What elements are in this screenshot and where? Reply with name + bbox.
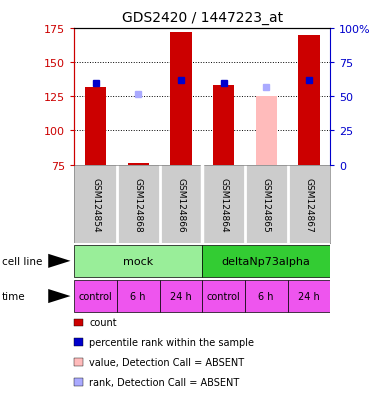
- Bar: [202, 280, 245, 312]
- Bar: [160, 280, 202, 312]
- Text: 24 h: 24 h: [170, 291, 192, 301]
- Bar: [128, 164, 149, 165]
- Text: GSM124854: GSM124854: [91, 177, 100, 232]
- Bar: [202, 245, 330, 277]
- Bar: [74, 280, 117, 312]
- Bar: [85, 88, 106, 165]
- Text: GSM124868: GSM124868: [134, 177, 143, 232]
- Text: deltaNp73alpha: deltaNp73alpha: [222, 256, 311, 266]
- Title: GDS2420 / 1447223_at: GDS2420 / 1447223_at: [122, 11, 283, 25]
- Bar: [288, 280, 330, 312]
- Text: control: control: [207, 291, 240, 301]
- Text: percentile rank within the sample: percentile rank within the sample: [89, 337, 254, 347]
- Text: 24 h: 24 h: [298, 291, 320, 301]
- Bar: [245, 280, 288, 312]
- Text: GSM124866: GSM124866: [176, 177, 186, 232]
- Bar: [256, 97, 277, 165]
- Text: control: control: [79, 291, 112, 301]
- Text: time: time: [2, 291, 26, 301]
- Text: 6 h: 6 h: [131, 291, 146, 301]
- Text: rank, Detection Call = ABSENT: rank, Detection Call = ABSENT: [89, 377, 239, 387]
- Bar: [117, 280, 160, 312]
- Text: value, Detection Call = ABSENT: value, Detection Call = ABSENT: [89, 357, 244, 367]
- Polygon shape: [48, 289, 70, 303]
- Bar: [170, 33, 191, 165]
- Text: count: count: [89, 318, 116, 328]
- Bar: [213, 86, 234, 165]
- Text: GSM124864: GSM124864: [219, 177, 228, 232]
- Text: mock: mock: [123, 256, 153, 266]
- Polygon shape: [48, 254, 70, 268]
- Text: GSM124865: GSM124865: [262, 177, 271, 232]
- Text: cell line: cell line: [2, 256, 42, 266]
- Bar: [74, 245, 202, 277]
- Text: GSM124867: GSM124867: [304, 177, 313, 232]
- Text: 6 h: 6 h: [259, 291, 274, 301]
- Bar: [298, 36, 319, 165]
